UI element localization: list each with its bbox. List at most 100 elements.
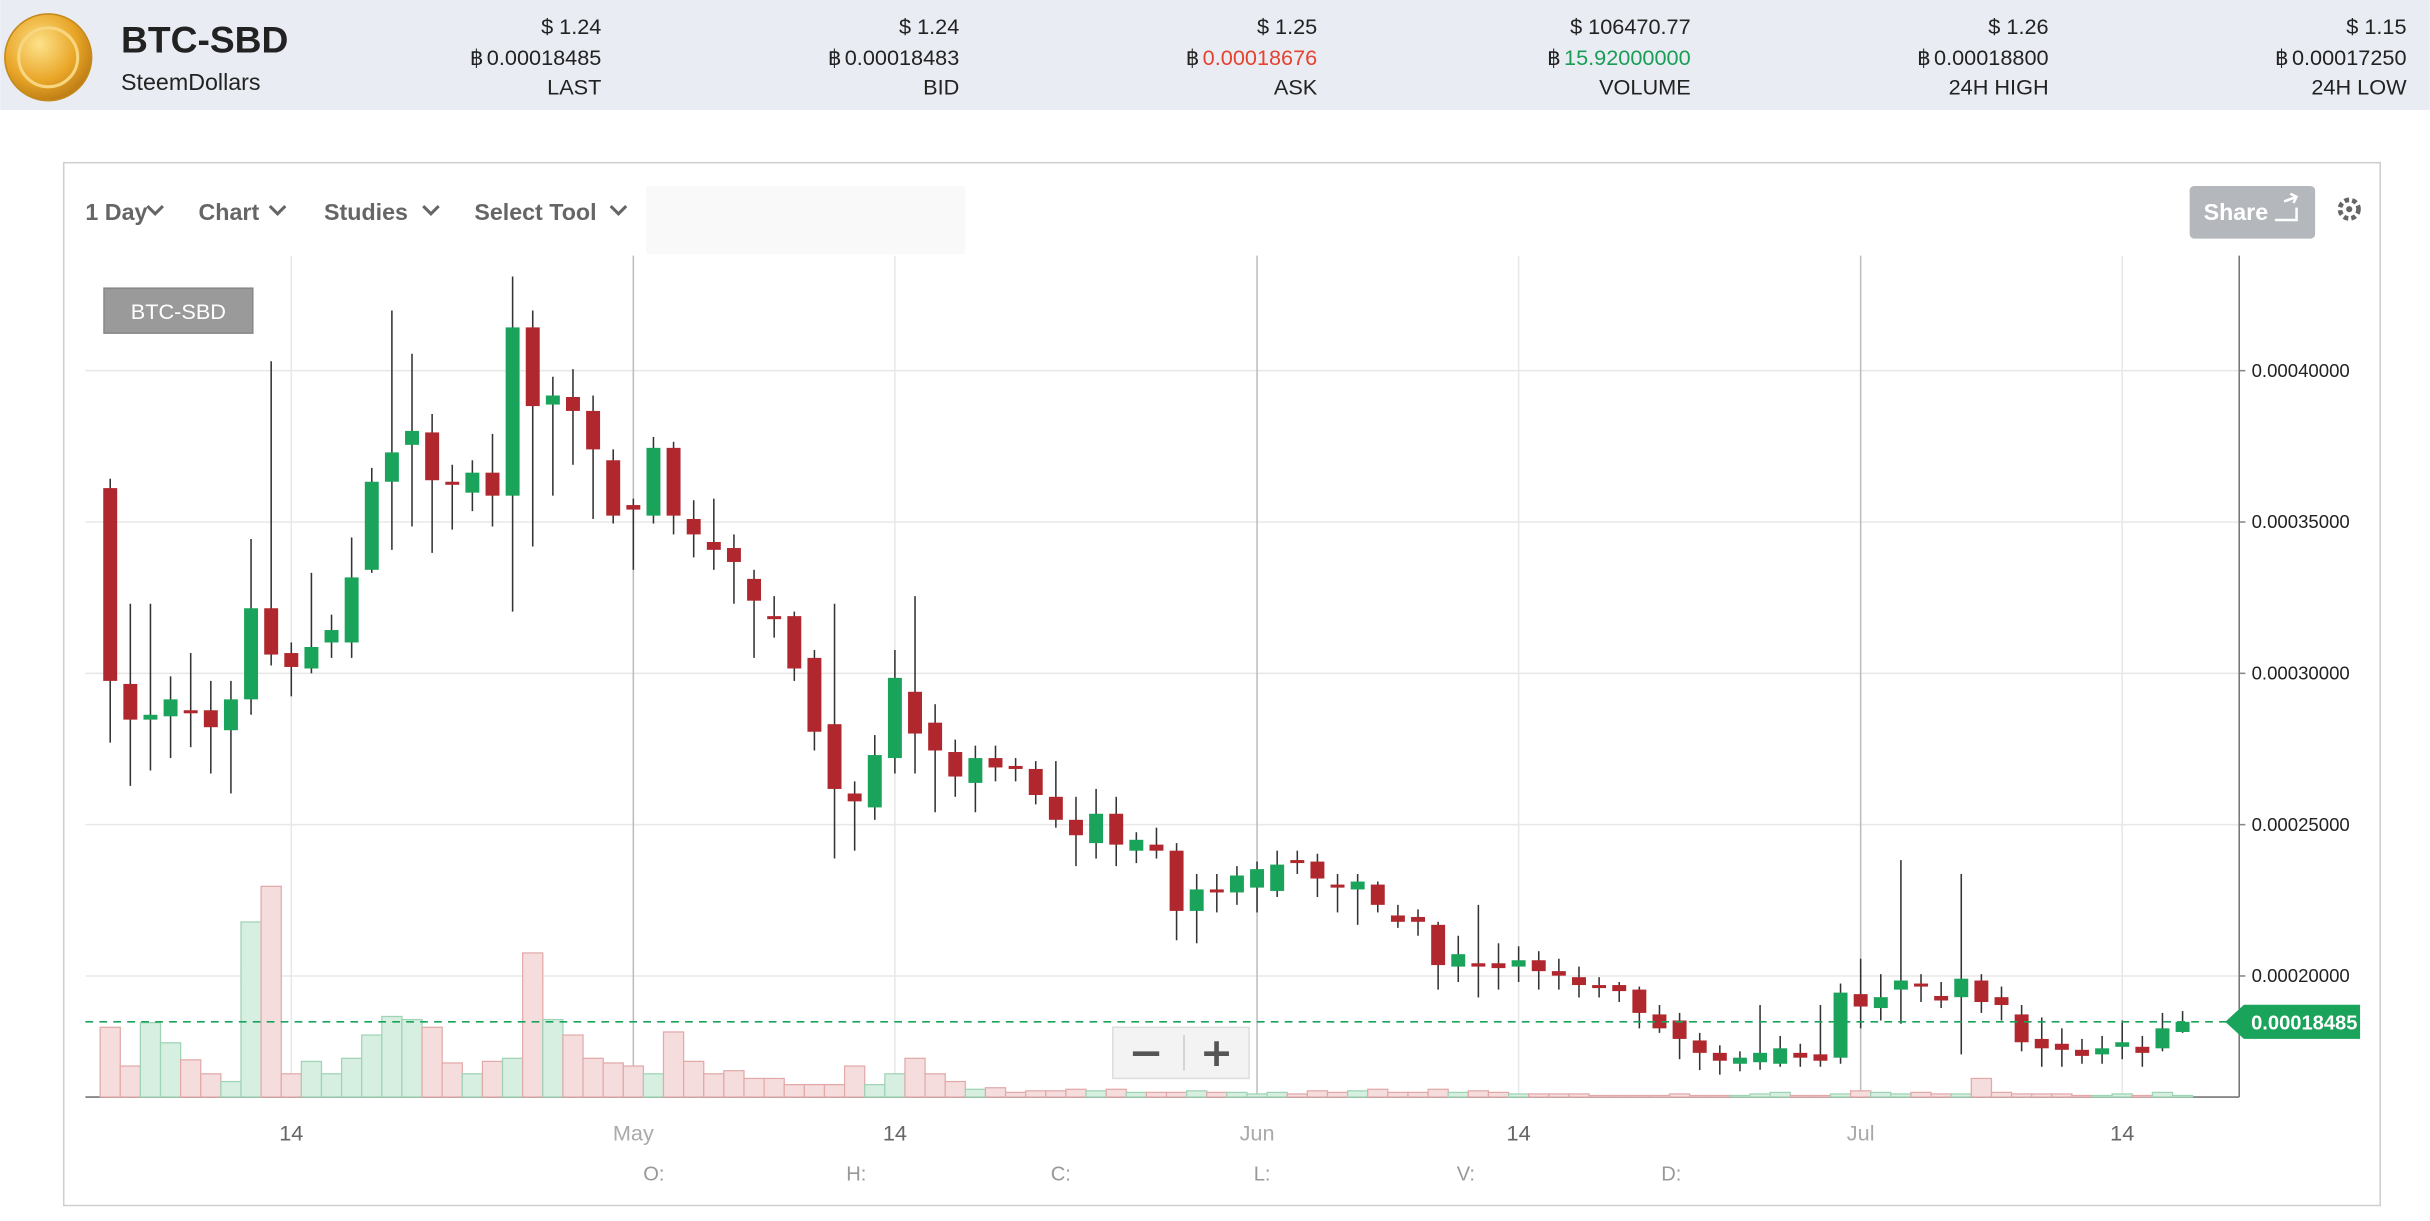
volume-bar (2091, 1094, 2113, 1098)
stat-usd: $ 1.15 (2346, 14, 2406, 39)
volume-bar (1568, 1093, 1590, 1098)
candle-body (1592, 985, 1607, 989)
volume-bar (1809, 1094, 1832, 1098)
stat-label: 24H LOW (2311, 75, 2407, 100)
zoom-in[interactable] (1204, 1041, 1229, 1067)
volume-bar (622, 1065, 645, 1098)
volume-bar (1004, 1091, 1027, 1098)
tool-menu[interactable]: Select Tool (474, 199, 596, 225)
candle-body (1390, 915, 1405, 922)
volume-bar (1125, 1091, 1148, 1098)
volume-bar (1306, 1090, 1329, 1098)
candle-body (666, 447, 681, 516)
volume-bar (1447, 1091, 1469, 1098)
chart-menu[interactable]: Chart (199, 199, 260, 225)
candle-body (2014, 1014, 2029, 1043)
candle-body (1914, 983, 1928, 987)
share-label[interactable]: Share (2204, 199, 2269, 225)
candle-body (344, 577, 359, 643)
stat-usd: $ 1.26 (1988, 14, 2048, 39)
volume-bar (99, 1026, 121, 1098)
volume-bar (1186, 1090, 1208, 1098)
volume-bar (260, 885, 282, 1098)
volume-bar (602, 1062, 624, 1098)
share-button[interactable] (2189, 185, 2316, 239)
candle-body (606, 460, 621, 516)
candle-body (324, 630, 339, 643)
volume-bar (1346, 1090, 1369, 1098)
candle-body (384, 452, 399, 482)
settings-gear[interactable] (2337, 197, 2361, 221)
volume-bar (2051, 1093, 2073, 1098)
candle-body (706, 541, 721, 550)
candle-body (1692, 1040, 1707, 1053)
candle-body (1511, 960, 1526, 967)
volume-bar (1910, 1091, 1932, 1098)
readout-label: D: (1661, 1164, 1681, 1186)
candle-body (887, 677, 902, 759)
volume-bar (1145, 1091, 1168, 1098)
candle-body (2135, 1046, 2150, 1053)
y-tick-label: 0.00025000 (2252, 814, 2350, 835)
candle-body (1672, 1020, 1687, 1039)
stat-btc-value: 0.00018800 (1934, 45, 2049, 70)
volume-bar (300, 1060, 323, 1098)
candle-body (1109, 813, 1124, 845)
volume-bar (2010, 1093, 2033, 1098)
candle-body (123, 683, 138, 720)
candle-body (827, 724, 842, 789)
candle-body (2115, 1042, 2130, 1047)
stat-btc-value: 0.00018483 (845, 45, 960, 70)
volume-bar (1950, 1093, 1972, 1098)
candle-body (1089, 813, 1104, 844)
stat-btc-value: 0.00018485 (487, 45, 602, 70)
candle-body (1531, 960, 1546, 972)
candle-body (525, 327, 540, 407)
candle-body (1229, 875, 1244, 893)
candle-body (1893, 980, 1908, 990)
volume-bar (501, 1057, 524, 1098)
volume-bar (1749, 1093, 1771, 1098)
volume-bar (1528, 1093, 1550, 1098)
candle-body (968, 758, 983, 783)
candle-body (1471, 963, 1486, 967)
candle-body (626, 505, 641, 510)
volume-bar (1689, 1094, 1711, 1098)
candle-body (264, 608, 279, 655)
candle-body (485, 472, 500, 496)
candle-body (787, 616, 802, 669)
candle-body (103, 488, 118, 681)
candle-body (988, 758, 1003, 768)
volume-bar (1729, 1094, 1751, 1098)
chevron (422, 204, 440, 217)
candle-body (1028, 768, 1043, 795)
volume-bar (1246, 1093, 1268, 1098)
volume-bar (904, 1057, 926, 1098)
chevron (609, 204, 628, 217)
volume-bar (1709, 1094, 1731, 1098)
interval-menu[interactable]: 1 Day (85, 199, 147, 225)
volume-bar (1849, 1090, 1872, 1098)
candle-body (1612, 985, 1627, 992)
btc-symbol: ฿ (828, 45, 842, 70)
stat-label: LAST (547, 75, 601, 100)
candle-body (1350, 881, 1365, 890)
candle-body (1853, 994, 1868, 1007)
volume-bar (1387, 1091, 1409, 1098)
volume-bar (864, 1084, 886, 1098)
volume-bar (1588, 1094, 1610, 1098)
volume-bar (1367, 1088, 1389, 1098)
stat-usd: $ 106470.77 (1570, 14, 1691, 39)
last-price-tag (2225, 1004, 2361, 1039)
candle-body (807, 657, 822, 732)
volume-bar (542, 1018, 564, 1098)
studies-menu[interactable]: Studies (324, 199, 408, 225)
stat-label: 24H HIGH (1949, 75, 2049, 100)
candle-body (2155, 1028, 2170, 1049)
volume-bar (1025, 1090, 1047, 1098)
volume-bar (1648, 1094, 1671, 1098)
readout: O: H: C: L: V: D: (643, 1164, 1681, 1186)
stat-btc: ฿ 0.00018676 (1186, 45, 1318, 70)
volume-bar (1286, 1093, 1308, 1098)
